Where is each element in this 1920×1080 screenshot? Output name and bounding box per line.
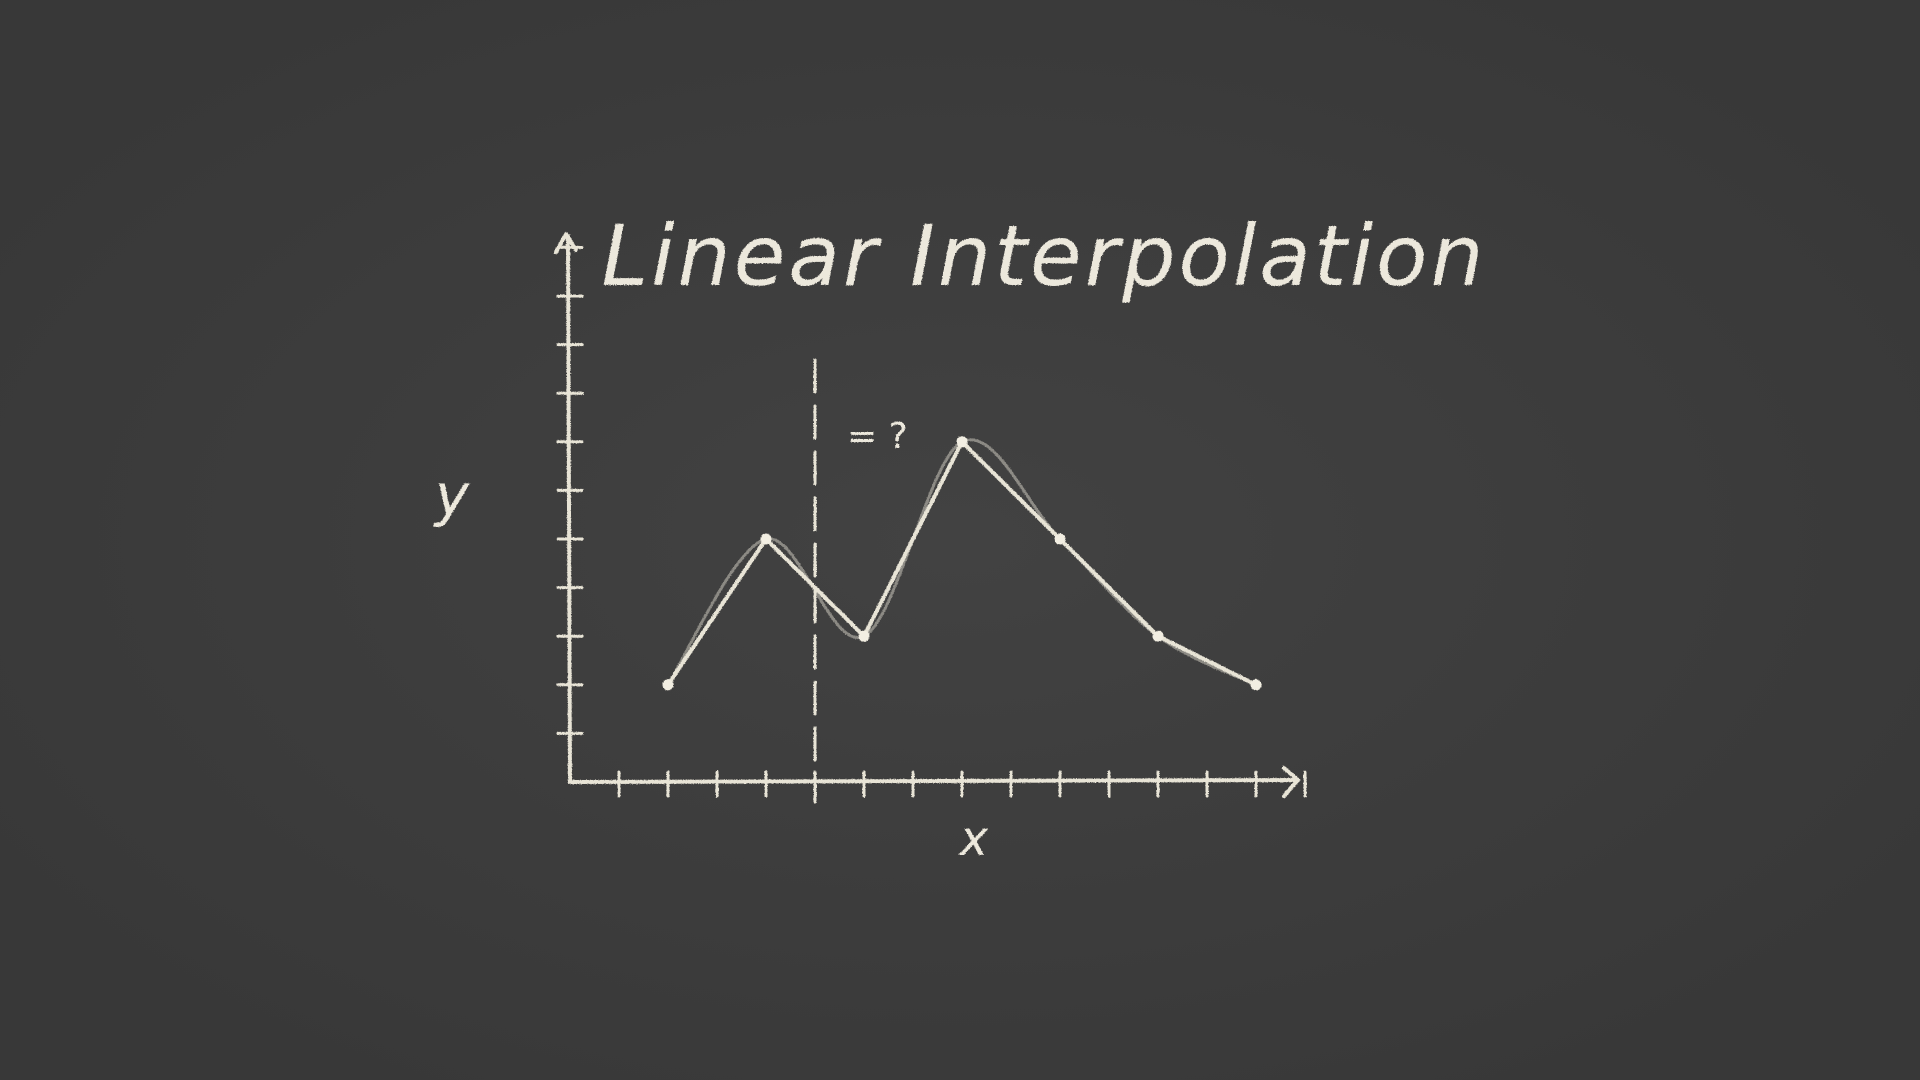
x-axis-arrow (1282, 766, 1300, 798)
query-marker: = ? (813, 358, 908, 804)
data-point (760, 533, 772, 545)
query-label: = ? (847, 416, 908, 457)
data-point (1152, 630, 1164, 642)
x-axis-label: x (958, 811, 989, 867)
line-segment (960, 439, 1062, 541)
y-axis-label: y (433, 461, 470, 529)
data-point (1250, 679, 1262, 691)
line-segment (1156, 634, 1258, 687)
data-point (662, 679, 674, 691)
y-axis-ticks (556, 245, 584, 735)
data-point (1054, 533, 1066, 545)
x-axis-ticks (617, 770, 1307, 798)
line-segment (666, 537, 768, 687)
line-segment (862, 439, 964, 639)
y-axis-line (566, 234, 572, 784)
data-point (956, 436, 968, 448)
interpolation-series (662, 436, 1262, 691)
chart-title: Linear Interpolation (601, 207, 1486, 305)
axes (554, 232, 1307, 798)
line-segment (764, 537, 866, 639)
line-segment (1058, 537, 1160, 639)
x-axis-line (568, 778, 1300, 784)
data-point (858, 630, 870, 642)
